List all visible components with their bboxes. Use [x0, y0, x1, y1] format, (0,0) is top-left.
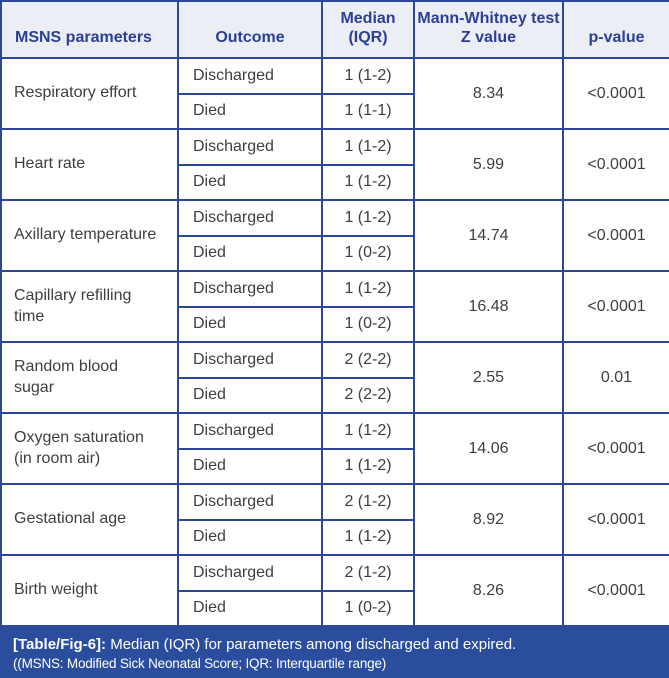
parameter-cell: Capillary refilling time [0, 270, 179, 343]
z-value-cell: 8.34 [413, 57, 564, 130]
outcome-cell: Discharged [177, 483, 323, 521]
p-value-cell: <0.0001 [562, 270, 669, 343]
median-cell: 2 (2-2) [321, 341, 415, 379]
p-value-cell: 0.01 [562, 341, 669, 414]
outcome-cell: Discharged [177, 554, 323, 592]
table-row: Birth weight Discharged 2 (1-2) 8.26 <0.… [0, 554, 669, 627]
table-row: Died 1 (0-2) [1, 234, 669, 272]
z-value-cell: 14.06 [413, 412, 564, 485]
caption-title: [Table/Fig-6]: Median (IQR) for paramete… [13, 634, 656, 655]
outcome-cell: Died [177, 376, 323, 414]
outcome-cell: Discharged [177, 57, 323, 95]
table-row: Oxygen saturation (in room air) Discharg… [0, 412, 669, 485]
table-row: Died 1 (1-2) [1, 447, 669, 485]
outcome-cell: Died [177, 163, 323, 201]
table-row: Died 1 (1-2) [1, 163, 669, 201]
outcome-cell: Discharged [177, 341, 323, 379]
outcome-cell: Died [177, 518, 323, 556]
median-cell: 1 (1-1) [321, 92, 415, 130]
outcome-cell: Discharged [177, 270, 323, 308]
table-row: Axillary temperature Discharged 1 (1-2) … [0, 199, 669, 272]
z-value-cell: 14.74 [413, 199, 564, 272]
parameter-cell: Random blood sugar [0, 341, 179, 414]
table-row: Died 1 (1-1) [1, 92, 669, 130]
outcome-cell: Died [177, 234, 323, 272]
median-cell: 1 (1-2) [321, 128, 415, 166]
p-value-cell: <0.0001 [562, 199, 669, 272]
parameter-cell: Heart rate [0, 128, 179, 201]
parameter-cell: Gestational age [0, 483, 179, 556]
median-cell: 1 (1-2) [321, 412, 415, 450]
table-row: Gestational age Discharged 2 (1-2) 8.92 … [0, 483, 669, 556]
median-cell: 2 (2-2) [321, 376, 415, 414]
p-value-cell: <0.0001 [562, 483, 669, 556]
caption-text: Median (IQR) for parameters among discha… [110, 636, 517, 653]
table-row: Died 2 (2-2) [1, 376, 669, 414]
z-value-cell: 2.55 [413, 341, 564, 414]
parameter-cell: Axillary temperature [0, 199, 179, 272]
z-value-cell: 16.48 [413, 270, 564, 343]
median-cell: 1 (0-2) [321, 589, 415, 627]
z-value-cell: 5.99 [413, 128, 564, 201]
median-cell: 1 (1-2) [321, 270, 415, 308]
median-cell: 1 (1-2) [321, 518, 415, 556]
parameter-cell: Birth weight [0, 554, 179, 627]
outcome-cell: Discharged [177, 128, 323, 166]
p-value-cell: <0.0001 [562, 57, 669, 130]
header-row: MSNS parameters Outcome Median (IQR) Man… [0, 0, 669, 59]
figure-caption: [Table/Fig-6]: Median (IQR) for paramete… [0, 627, 669, 678]
header-outcome: Outcome [177, 0, 323, 59]
caption-abbreviations: ((MSNS: Modified Sick Neonatal Score; IQ… [13, 656, 387, 671]
median-cell: 1 (1-2) [321, 199, 415, 237]
table-row: Respiratory effort Discharged 1 (1-2) 8.… [0, 57, 669, 130]
header-p-value: p-value [562, 0, 669, 59]
outcome-cell: Discharged [177, 199, 323, 237]
median-cell: 2 (1-2) [321, 483, 415, 521]
table-row: Died 1 (0-2) [1, 589, 669, 627]
parameter-cell: Respiratory effort [0, 57, 179, 130]
table-row: Died 1 (0-2) [1, 305, 669, 343]
median-cell: 1 (0-2) [321, 234, 415, 272]
p-value-cell: <0.0001 [562, 128, 669, 201]
median-cell: 1 (1-2) [321, 163, 415, 201]
parameter-cell: Oxygen saturation (in room air) [0, 412, 179, 485]
outcome-cell: Discharged [177, 412, 323, 450]
msns-outcome-table: MSNS parameters Outcome Median (IQR) Man… [0, 0, 669, 627]
table-row: Heart rate Discharged 1 (1-2) 5.99 <0.00… [0, 128, 669, 201]
z-value-cell: 8.26 [413, 554, 564, 627]
median-cell: 1 (1-2) [321, 57, 415, 95]
table-row: Capillary refilling time Discharged 1 (1… [0, 270, 669, 343]
median-cell: 1 (0-2) [321, 305, 415, 343]
p-value-cell: <0.0001 [562, 554, 669, 627]
table-row: Random blood sugar Discharged 2 (2-2) 2.… [0, 341, 669, 414]
z-value-cell: 8.92 [413, 483, 564, 556]
header-median-iqr: Median (IQR) [321, 0, 415, 59]
table-row: Died 1 (1-2) [1, 518, 669, 556]
median-cell: 2 (1-2) [321, 554, 415, 592]
outcome-cell: Died [177, 589, 323, 627]
header-msns-parameters: MSNS parameters [0, 0, 179, 59]
outcome-cell: Died [177, 305, 323, 343]
median-cell: 1 (1-2) [321, 447, 415, 485]
caption-label: [Table/Fig-6]: [13, 636, 107, 653]
header-mann-whitney-z: Mann-Whitney test Z value [413, 0, 564, 59]
outcome-cell: Died [177, 92, 323, 130]
p-value-cell: <0.0001 [562, 412, 669, 485]
outcome-cell: Died [177, 447, 323, 485]
